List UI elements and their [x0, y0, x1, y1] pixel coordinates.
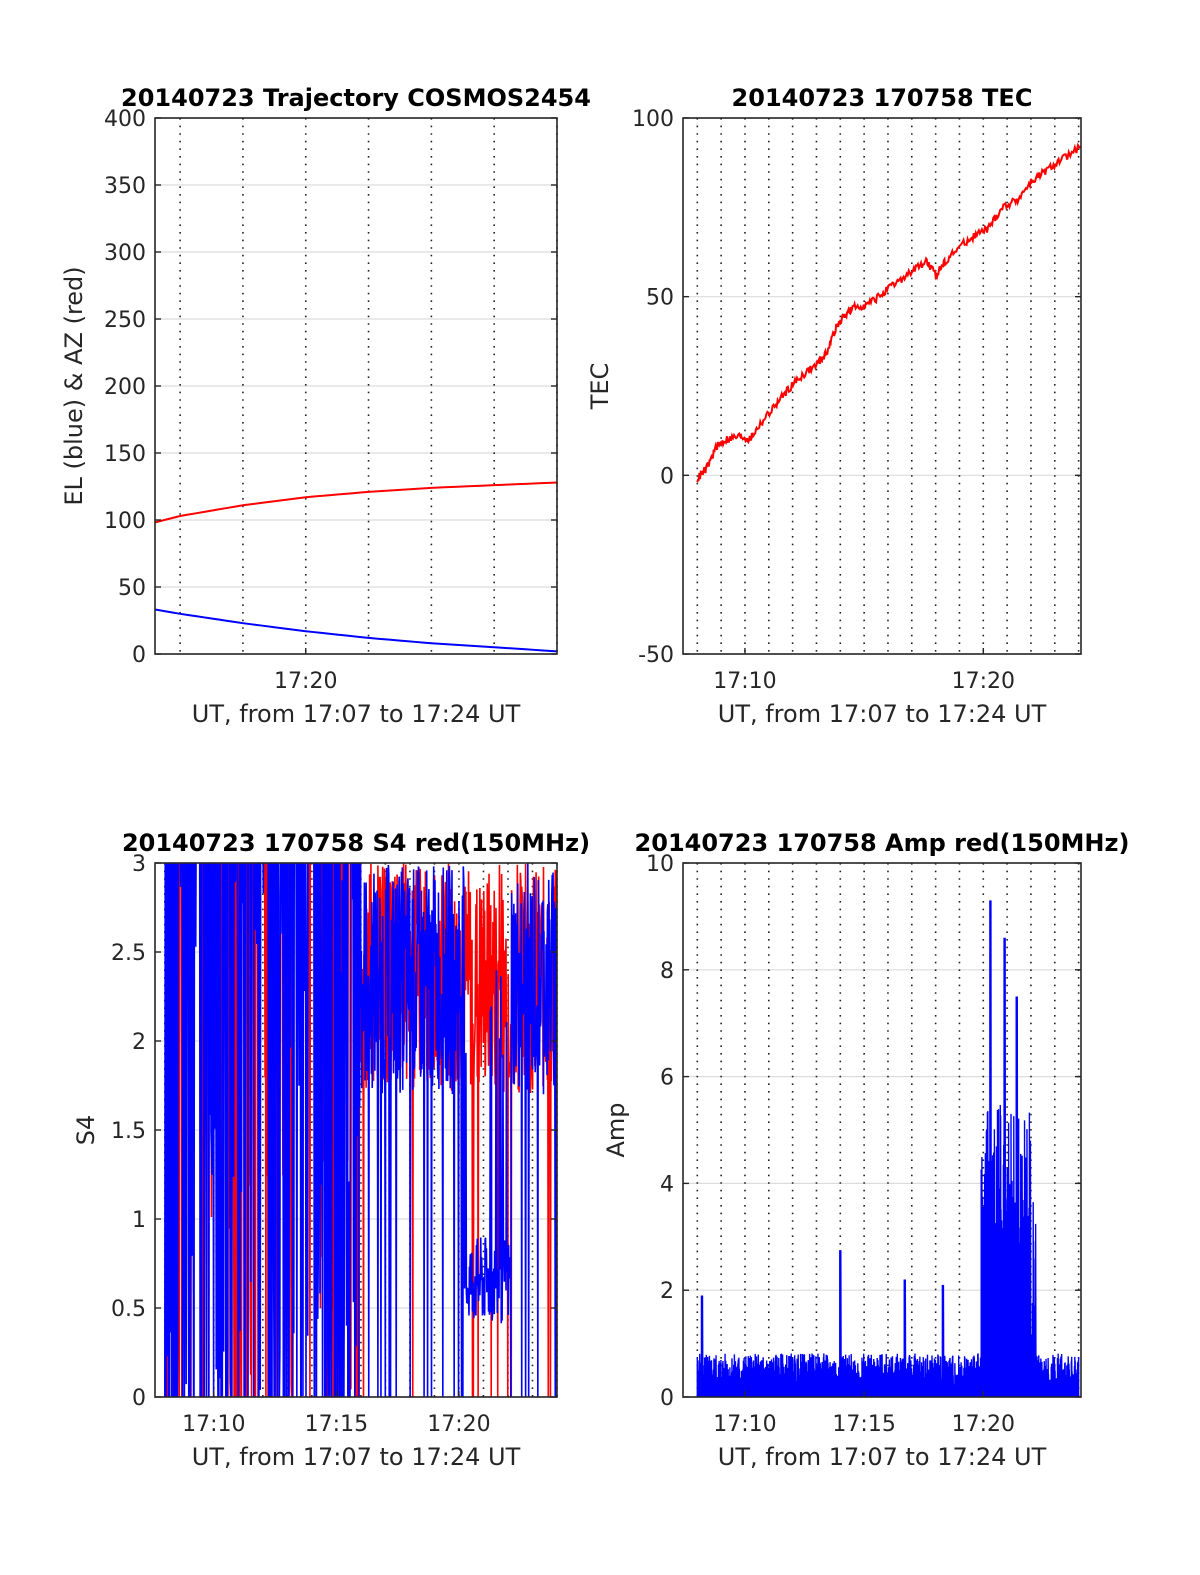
- y-tick-label: 50: [118, 576, 146, 601]
- series-group: [155, 481, 557, 653]
- axes-box: [682, 117, 1082, 655]
- y-axis-label: EL (blue) & AZ (red): [60, 266, 88, 505]
- y-tick-label: 0: [132, 643, 146, 668]
- series-line-2: [164, 863, 557, 1397]
- x-tick-label: 17:15: [305, 1412, 368, 1437]
- y-axis-label: TEC: [586, 363, 614, 411]
- x-axis-label: UT, from 17:07 to 17:24 UT: [192, 700, 521, 728]
- series-line-1: [696, 142, 1081, 483]
- y-tick-label: 0: [660, 1386, 674, 1411]
- y-tick-label: 10: [646, 852, 674, 877]
- y-tick-label: 100: [104, 509, 146, 534]
- y-tick-label: 250: [104, 308, 146, 333]
- x-tick-label: 17:20: [274, 669, 337, 694]
- y-tick-label: 8: [660, 959, 674, 984]
- series-line-1: [696, 900, 1080, 1397]
- series-line-1: [155, 608, 557, 653]
- y-tick-label: 0.5: [111, 1297, 146, 1322]
- y-tick-label: 50: [646, 286, 674, 311]
- x-tick-label: 17:15: [832, 1412, 895, 1437]
- y-tick-label: 6: [660, 1066, 674, 1091]
- series-group: [696, 142, 1081, 483]
- chart-title: 20140723 170758 S4 red(150MHz): [122, 829, 590, 857]
- chart-panel-3: 0 0.5 1 1.5 2 2.5 3 17:10 17:15 17:20 20140723 170…: [72, 829, 590, 1471]
- y-tick-label: 2: [660, 1279, 674, 1304]
- y-tick-label: 300: [104, 241, 146, 266]
- y-axis-label: S4: [72, 1115, 100, 1146]
- y-tick-label: 0: [660, 464, 674, 489]
- x-tick-label: 17:10: [713, 669, 776, 694]
- y-tick-label: 100: [632, 107, 674, 132]
- y-tick-label: 150: [104, 442, 146, 467]
- y-tick-label: 3: [132, 852, 146, 877]
- chart-panel-2: -50 0 50 100 17:10 17:20 20140723 170758 TEC UT…: [586, 84, 1082, 728]
- y-tick-label: 400: [104, 107, 146, 132]
- y-tick-label: 1: [132, 1208, 146, 1233]
- y-tick-label: 1.5: [111, 1119, 146, 1144]
- x-axis-label: UT, from 17:07 to 17:24 UT: [192, 1443, 521, 1471]
- series-group: [696, 900, 1080, 1397]
- x-tick-label: 17:10: [713, 1412, 776, 1437]
- y-tick-label: 0: [132, 1386, 146, 1411]
- series-group: [164, 863, 557, 1397]
- series-line-2: [155, 481, 557, 524]
- chart-title: 20140723 170758 Amp red(150MHz): [635, 829, 1130, 857]
- y-tick-label: 2.5: [111, 941, 146, 966]
- x-tick-label: 17:10: [182, 1412, 245, 1437]
- axes-box: [682, 862, 1082, 1398]
- x-axis-label: UT, from 17:07 to 17:24 UT: [718, 1443, 1047, 1471]
- chart-title: 20140723 Trajectory COSMOS2454: [121, 84, 591, 112]
- y-tick-label: 350: [104, 174, 146, 199]
- y-tick-label: 2: [132, 1030, 146, 1055]
- x-tick-label: 17:20: [952, 669, 1015, 694]
- chart-panel-1: 05010015020025030035040017:1017:20201407…: [60, 84, 591, 728]
- y-tick-label: 200: [104, 375, 146, 400]
- x-tick-label: 17:20: [952, 1412, 1015, 1437]
- y-tick-label: -50: [638, 643, 674, 668]
- chart-title: 20140723 170758 TEC: [732, 84, 1033, 112]
- x-tick-label: 17:20: [427, 1412, 490, 1437]
- y-axis-label: Amp: [602, 1102, 630, 1157]
- x-axis-label: UT, from 17:07 to 17:24 UT: [718, 700, 1047, 728]
- y-tick-label: 4: [660, 1172, 674, 1197]
- chart-panel-4: 0 2 4 6 8 10 17:10 17:15 17:20 20140723 170758 Am…: [602, 829, 1129, 1471]
